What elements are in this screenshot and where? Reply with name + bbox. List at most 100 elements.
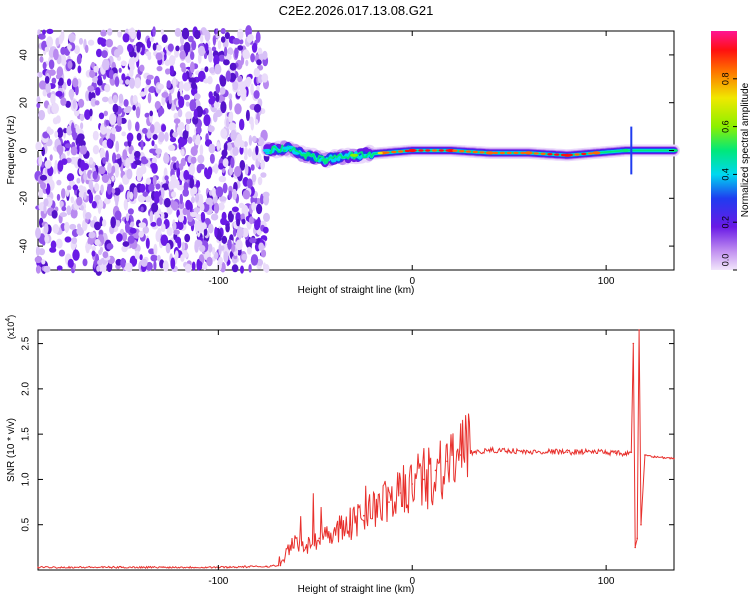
noise-blob xyxy=(200,34,204,43)
noise-blob xyxy=(173,179,180,189)
carrier-peak xyxy=(452,149,458,152)
snr-point xyxy=(266,565,268,568)
noise-blob xyxy=(247,34,254,42)
noise-blob xyxy=(241,218,246,225)
snr-point xyxy=(527,451,530,454)
noise-blob xyxy=(223,251,229,263)
noise-blob xyxy=(111,175,115,182)
noise-blob xyxy=(44,160,52,169)
noise-blob xyxy=(179,50,186,60)
noise-blob xyxy=(152,175,157,187)
noise-blob xyxy=(140,158,149,165)
noise-blob xyxy=(248,116,254,125)
noise-blob xyxy=(56,66,64,77)
noise-blob xyxy=(199,144,204,156)
y-tick-label: 1.0 xyxy=(21,472,32,486)
noise-blob xyxy=(68,180,76,187)
noise-blob xyxy=(35,246,41,257)
noise-blob xyxy=(216,141,221,151)
noise-blob xyxy=(150,163,158,169)
spectrogram-y-label: Frequency (Hz) xyxy=(6,116,17,185)
snr-point xyxy=(644,454,646,456)
noise-blob xyxy=(114,76,120,87)
noise-blob xyxy=(237,75,243,83)
carrier-point xyxy=(592,151,601,155)
carrier-point xyxy=(262,148,271,153)
noise-blob xyxy=(257,153,262,162)
y-tick-label: 40 xyxy=(19,49,30,61)
noise-blob xyxy=(166,80,172,89)
noise-blob xyxy=(237,227,244,238)
noise-blob xyxy=(70,208,78,219)
noise-blob xyxy=(164,59,171,66)
noise-blob xyxy=(105,38,114,48)
noise-blob xyxy=(250,83,254,96)
noise-blob xyxy=(145,261,153,271)
noise-blob xyxy=(80,159,86,172)
noise-blob xyxy=(208,143,216,154)
noise-blob xyxy=(140,139,144,151)
spectrogram-x-label: Height of straight line (km) xyxy=(298,285,415,296)
noise-blob xyxy=(91,250,96,257)
noise-blob xyxy=(219,75,227,87)
noise-blob xyxy=(88,231,96,239)
noise-blob xyxy=(232,188,238,201)
noise-blob xyxy=(210,213,219,221)
noise-blob xyxy=(89,69,96,78)
noise-blob xyxy=(55,115,61,124)
noise-blob xyxy=(96,265,101,272)
noise-blob xyxy=(204,66,209,73)
noise-blob xyxy=(72,77,79,88)
noise-blob xyxy=(208,50,213,63)
noise-blob xyxy=(44,234,50,244)
noise-blob xyxy=(116,153,121,159)
noise-blob xyxy=(198,45,206,57)
snr-point xyxy=(640,523,642,526)
noise-blob xyxy=(122,149,128,161)
noise-blob xyxy=(157,107,162,118)
noise-blob xyxy=(133,52,137,58)
noise-blob xyxy=(188,77,197,83)
noise-blob xyxy=(132,94,138,104)
noise-blob xyxy=(234,103,242,115)
noise-blob xyxy=(187,136,193,144)
snr-point xyxy=(279,564,282,567)
noise-blob xyxy=(68,88,75,99)
noise-blob xyxy=(61,158,68,165)
noise-blob xyxy=(40,182,46,190)
noise-blob xyxy=(152,26,156,37)
noise-blob xyxy=(126,132,134,142)
noise-blob xyxy=(136,167,144,179)
noise-blob xyxy=(240,265,244,274)
snr-point xyxy=(349,523,352,526)
noise-blob xyxy=(56,265,63,271)
noise-blob xyxy=(149,148,156,154)
noise-blob xyxy=(167,43,174,52)
noise-blob xyxy=(248,135,253,146)
noise-blob xyxy=(211,165,219,173)
noise-blob xyxy=(168,92,172,105)
noise-blob xyxy=(51,210,58,219)
noise-blob xyxy=(173,229,180,235)
noise-blob xyxy=(120,257,126,269)
noise-blob xyxy=(171,191,177,198)
noise-blob xyxy=(215,83,221,94)
noise-blob xyxy=(247,246,252,255)
colorbar: 0.0 0.2 0.4 0.6 0.8 Normalized spectral ampl… xyxy=(711,31,750,271)
noise-blob xyxy=(155,52,163,61)
snr-series-layer xyxy=(37,329,675,570)
snr-point xyxy=(673,457,675,460)
carrier-point xyxy=(621,148,630,153)
noise-blob xyxy=(177,221,184,231)
snr-point xyxy=(291,542,293,544)
noise-blob xyxy=(225,70,231,82)
noise-blob xyxy=(71,122,75,133)
noise-blob xyxy=(109,113,117,125)
noise-blob xyxy=(234,166,242,177)
noise-blob xyxy=(160,234,169,246)
noise-blob xyxy=(179,80,184,92)
noise-blob xyxy=(220,28,226,35)
noise-blob xyxy=(215,93,220,103)
noise-blob xyxy=(209,67,216,74)
noise-blob xyxy=(98,249,102,255)
